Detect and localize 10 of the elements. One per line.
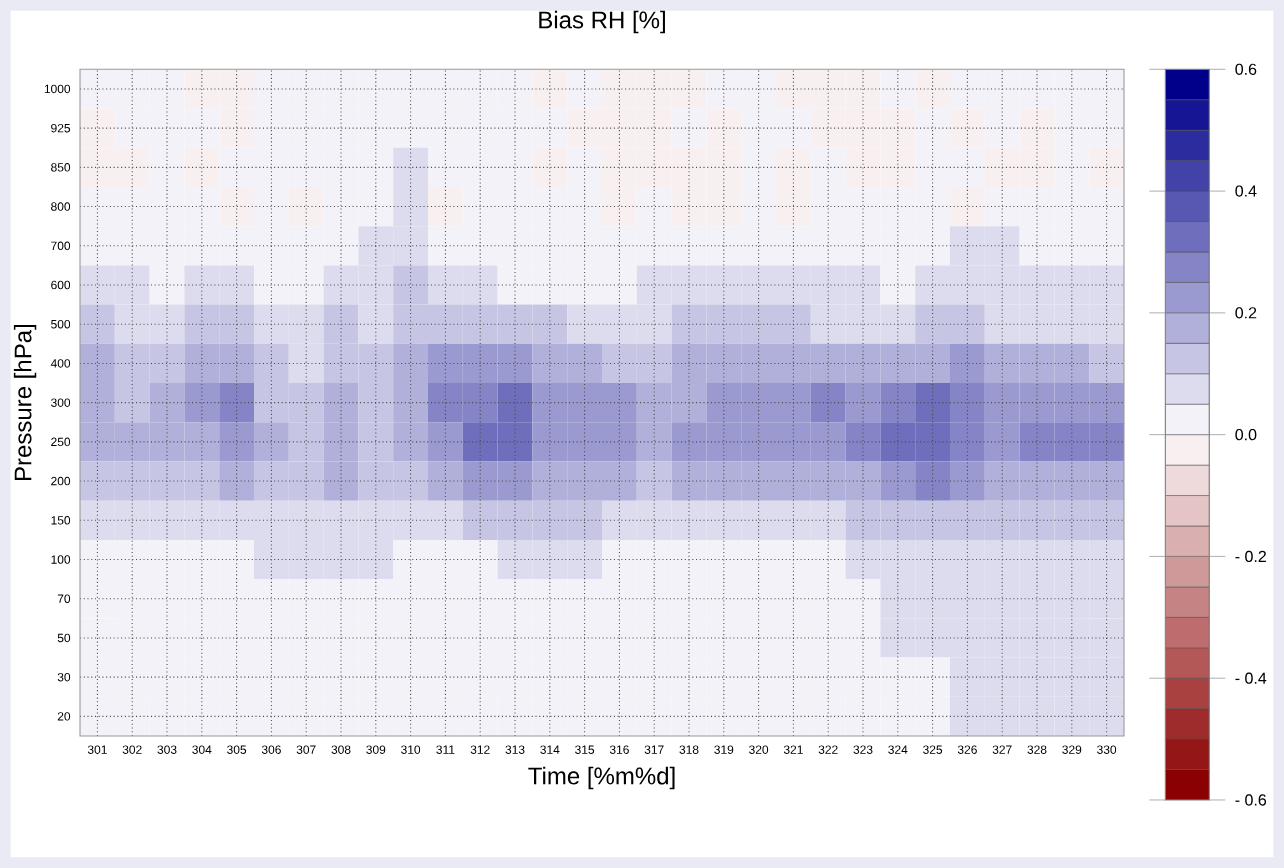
x-axis-title: Time [%m%d] [528,766,675,790]
chart-title: Bias RH [%] [539,10,665,34]
color-bar-label: 0.6 [1235,63,1257,75]
color-bar-label: - 0.6 [1235,794,1267,806]
color-bar-label: 0.2 [1235,307,1257,319]
color-bar-label: - 0.4 [1235,672,1267,684]
color-bar-label: 0.0 [1235,428,1257,441]
y-axis-title: Pressure [hPa] [13,325,37,481]
color-bar-label: - 0.2 [1235,550,1266,563]
color-bar-label: 0.4 [1235,185,1257,197]
